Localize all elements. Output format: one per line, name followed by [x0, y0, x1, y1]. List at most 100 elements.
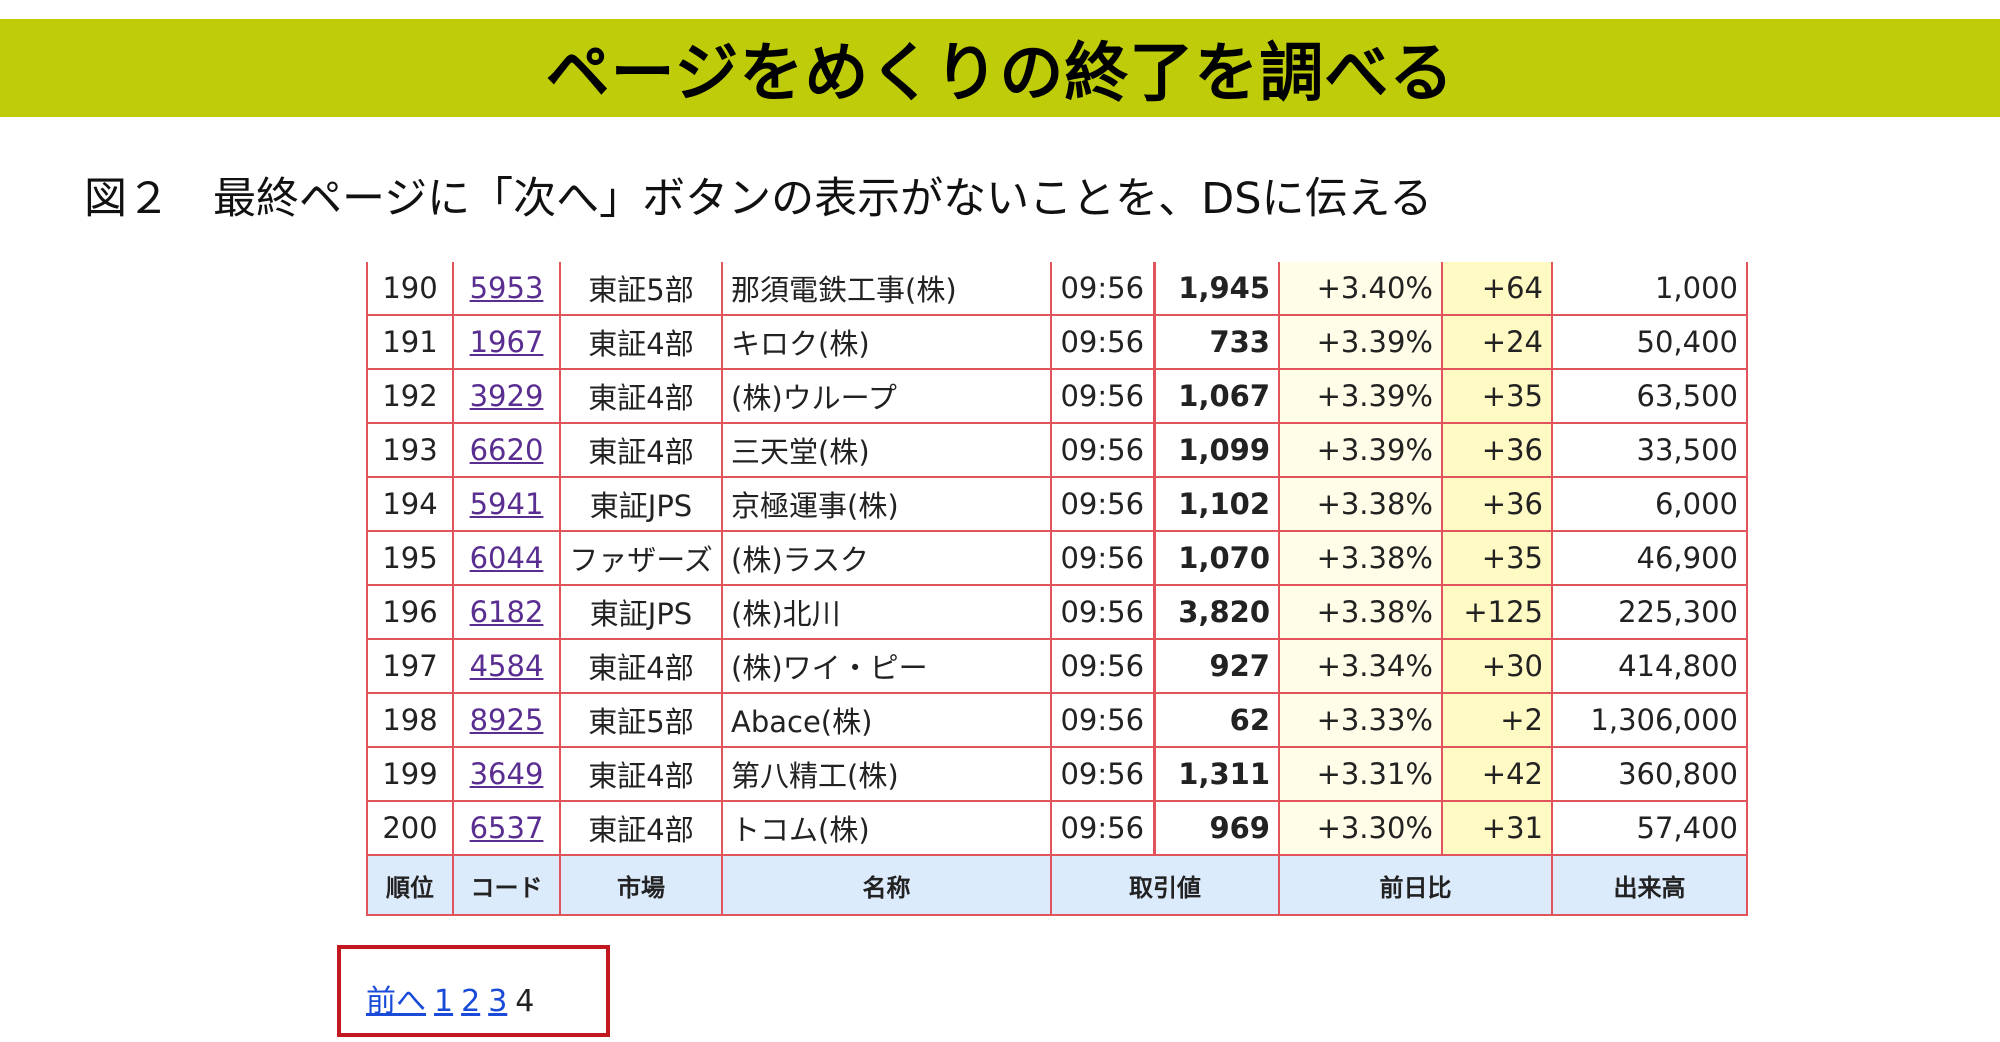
change-value-cell: +30	[1441, 638, 1553, 694]
market-cell: 東証4部	[559, 314, 723, 370]
change-value-cell: +35	[1441, 530, 1553, 586]
slide-title: ページをめくりの終了を調べる	[545, 37, 1455, 111]
page-link-1[interactable]: 1	[434, 984, 454, 1019]
market-cell: 東証4部	[559, 800, 723, 856]
header-volume[interactable]: 出来高	[1551, 854, 1748, 916]
change-percent-cell: +3.40%	[1278, 262, 1443, 316]
table-row: 193 6620 東証4部 三天堂(株) 09:56 1,099 +3.39% +36 33,5…	[366, 422, 1748, 478]
stock-code-link[interactable]: 3929	[469, 379, 544, 413]
volume-cell: 414,800	[1551, 638, 1748, 694]
code-cell: 1967	[452, 314, 561, 370]
table-row: 194 5941 東証JPS 京極運事(株) 09:56 1,102 +3.38% +36 6,…	[366, 476, 1748, 532]
stock-code-link[interactable]: 6044	[469, 541, 544, 575]
code-cell: 4584	[452, 638, 561, 694]
volume-cell: 50,400	[1551, 314, 1748, 370]
stock-code-link[interactable]: 4584	[469, 649, 544, 683]
header-change[interactable]: 前日比	[1278, 854, 1553, 916]
stock-code-link[interactable]: 1967	[469, 325, 544, 359]
table-header-row: 順位 コード 市場 名称 取引値 前日比 出来高	[366, 854, 1748, 916]
table-row: 191 1967 東証4部 キロク(株) 09:56 733 +3.39% +24 50,400	[366, 314, 1748, 370]
change-value-cell: +24	[1441, 314, 1553, 370]
change-percent-cell: +3.30%	[1278, 800, 1443, 856]
company-name-cell: 京極運事(株)	[721, 476, 1052, 532]
price-cell: 1,070	[1152, 530, 1280, 586]
rank-cell: 191	[366, 314, 454, 370]
volume-cell: 6,000	[1551, 476, 1748, 532]
rank-cell: 195	[366, 530, 454, 586]
stock-code-link[interactable]: 6182	[469, 595, 544, 629]
market-cell: 東証JPS	[559, 584, 723, 640]
company-name-cell: トコム(株)	[721, 800, 1052, 856]
price-cell: 1,099	[1152, 422, 1280, 478]
market-cell: 東証5部	[559, 262, 723, 316]
change-percent-cell: +3.39%	[1278, 314, 1443, 370]
table-body: 190 5953 東証5部 那須電鉄工事(株) 09:56 1,945 +3.40% +64 1…	[366, 262, 1748, 916]
stock-code-link[interactable]: 8925	[469, 703, 544, 737]
header-market[interactable]: 市場	[559, 854, 723, 916]
code-cell: 3929	[452, 368, 561, 424]
company-name-cell: 三天堂(株)	[721, 422, 1052, 478]
table-row: 190 5953 東証5部 那須電鉄工事(株) 09:56 1,945 +3.40% +64 1…	[366, 262, 1748, 316]
code-cell: 5941	[452, 476, 561, 532]
time-cell: 09:56	[1050, 422, 1155, 478]
market-cell: 東証4部	[559, 422, 723, 478]
price-cell: 62	[1152, 692, 1280, 748]
market-cell: 東証4部	[559, 746, 723, 802]
change-percent-cell: +3.39%	[1278, 422, 1443, 478]
change-value-cell: +64	[1441, 262, 1553, 316]
volume-cell: 46,900	[1551, 530, 1748, 586]
company-name-cell: Abace(株)	[721, 692, 1052, 748]
volume-cell: 57,400	[1551, 800, 1748, 856]
header-code[interactable]: コード	[452, 854, 561, 916]
header-price[interactable]: 取引値	[1050, 854, 1280, 916]
pagination: 前へ 1 2 3 4	[366, 976, 534, 1020]
figure-caption: 図２ 最終ページに「次へ」ボタンの表示がないことを、DSに伝える	[84, 174, 1433, 224]
code-cell: 6620	[452, 422, 561, 478]
change-value-cell: +31	[1441, 800, 1553, 856]
market-cell: 東証4部	[559, 368, 723, 424]
time-cell: 09:56	[1050, 800, 1155, 856]
volume-cell: 1,306,000	[1551, 692, 1748, 748]
change-value-cell: +36	[1441, 422, 1553, 478]
stock-code-link[interactable]: 3649	[469, 757, 544, 791]
rank-cell: 192	[366, 368, 454, 424]
rank-cell: 199	[366, 746, 454, 802]
prev-page-link[interactable]: 前へ	[366, 984, 426, 1019]
change-percent-cell: +3.39%	[1278, 368, 1443, 424]
volume-cell: 225,300	[1551, 584, 1748, 640]
market-cell: 東証4部	[559, 638, 723, 694]
current-page: 4	[515, 984, 535, 1019]
code-cell: 6182	[452, 584, 561, 640]
stock-code-link[interactable]: 6620	[469, 433, 544, 467]
company-name-cell: (株)北川	[721, 584, 1052, 640]
stock-code-link[interactable]: 5941	[469, 487, 544, 521]
page-link-2[interactable]: 2	[461, 984, 481, 1019]
company-name-cell: キロク(株)	[721, 314, 1052, 370]
time-cell: 09:56	[1050, 262, 1155, 316]
change-percent-cell: +3.31%	[1278, 746, 1443, 802]
price-cell: 1,311	[1152, 746, 1280, 802]
market-cell: 東証JPS	[559, 476, 723, 532]
company-name-cell: 那須電鉄工事(株)	[721, 262, 1052, 316]
volume-cell: 360,800	[1551, 746, 1748, 802]
rank-cell: 193	[366, 422, 454, 478]
code-cell: 5953	[452, 262, 561, 316]
volume-cell: 63,500	[1551, 368, 1748, 424]
table-row: 192 3929 東証4部 (株)ウループ 09:56 1,067 +3.39% +35 63,…	[366, 368, 1748, 424]
table-row: 198 8925 東証5部 Abace(株) 09:56 62 +3.33% +2 1,306,…	[366, 692, 1748, 748]
stock-code-link[interactable]: 5953	[469, 271, 544, 305]
price-cell: 1,102	[1152, 476, 1280, 532]
rank-cell: 194	[366, 476, 454, 532]
rank-cell: 190	[366, 262, 454, 316]
rank-cell: 198	[366, 692, 454, 748]
header-rank[interactable]: 順位	[366, 854, 454, 916]
ranking-table: 190 5953 東証5部 那須電鉄工事(株) 09:56 1,945 +3.40% +64 1…	[366, 262, 1748, 916]
header-name[interactable]: 名称	[721, 854, 1052, 916]
code-cell: 3649	[452, 746, 561, 802]
time-cell: 09:56	[1050, 530, 1155, 586]
company-name-cell: (株)ワイ・ピー	[721, 638, 1052, 694]
rank-cell: 200	[366, 800, 454, 856]
code-cell: 6044	[452, 530, 561, 586]
page-link-3[interactable]: 3	[488, 984, 508, 1019]
stock-code-link[interactable]: 6537	[469, 811, 544, 845]
